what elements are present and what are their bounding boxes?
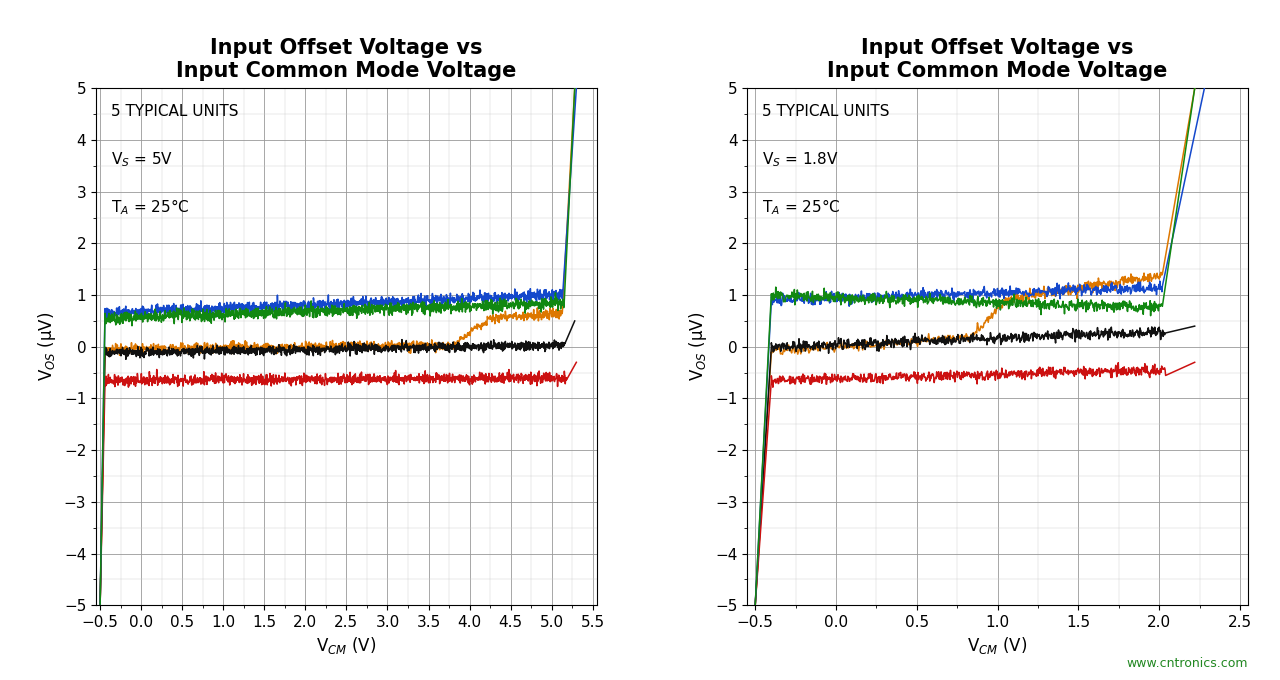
- X-axis label: V$_{CM}$ (V): V$_{CM}$ (V): [316, 636, 376, 656]
- Text: 5 TYPICAL UNITS: 5 TYPICAL UNITS: [111, 104, 238, 119]
- Text: V$_S$ = 1.8V: V$_S$ = 1.8V: [762, 150, 838, 169]
- Text: 5 TYPICAL UNITS: 5 TYPICAL UNITS: [762, 104, 890, 119]
- Title: Input Offset Voltage vs
Input Common Mode Voltage: Input Offset Voltage vs Input Common Mod…: [827, 38, 1167, 82]
- Text: www.cntronics.com: www.cntronics.com: [1126, 657, 1248, 670]
- Y-axis label: V$_{OS}$ (μV): V$_{OS}$ (μV): [36, 312, 58, 381]
- Text: T$_A$ = 25°C: T$_A$ = 25°C: [762, 197, 841, 217]
- Text: T$_A$ = 25°C: T$_A$ = 25°C: [111, 197, 189, 217]
- Title: Input Offset Voltage vs
Input Common Mode Voltage: Input Offset Voltage vs Input Common Mod…: [177, 38, 517, 82]
- Text: V$_S$ = 5V: V$_S$ = 5V: [111, 150, 173, 169]
- X-axis label: V$_{CM}$ (V): V$_{CM}$ (V): [968, 636, 1028, 656]
- Y-axis label: V$_{OS}$ (μV): V$_{OS}$ (μV): [687, 312, 709, 381]
